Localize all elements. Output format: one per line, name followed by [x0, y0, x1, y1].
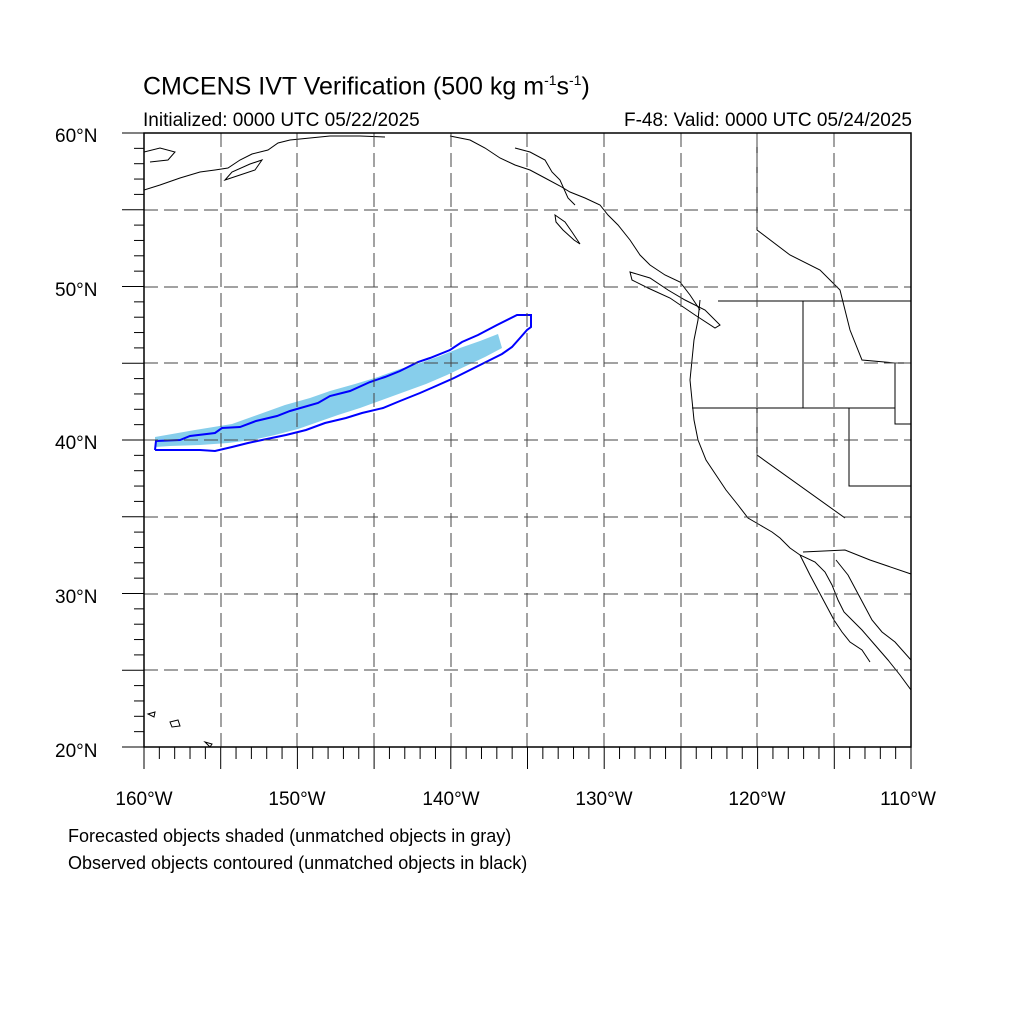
lat-labels: 20°N 30°N 40°N 50°N 60°N — [55, 126, 97, 762]
axis-ticks — [122, 132, 912, 769]
lon-label-150w: 150°W — [268, 789, 325, 810]
lon-labels: 160°W 150°W 140°W 130°W 120°W 110°W — [115, 789, 936, 810]
plot-title: CMCENS IVT Verification (500 kg m-1s-1) — [143, 72, 590, 101]
graticule — [144, 133, 911, 747]
valid-time: F-48: Valid: 0000 UTC 05/24/2025 — [624, 110, 912, 131]
lat-label-20: 20°N — [55, 741, 97, 762]
lon-label-120w: 120°W — [728, 789, 785, 810]
lon-label-140w: 140°W — [422, 789, 479, 810]
lat-label-30: 30°N — [55, 587, 97, 608]
observed-object — [154, 314, 532, 453]
lat-label-60: 60°N — [55, 126, 97, 147]
lon-label-110w: 110°W — [880, 789, 936, 810]
legend-forecast-note: Forecasted objects shaded (unmatched obj… — [68, 826, 512, 846]
coastlines — [144, 135, 911, 747]
legend-observed-note: Observed objects contoured (unmatched ob… — [68, 853, 528, 873]
lon-label-160w: 160°W — [115, 789, 172, 810]
init-time: Initialized: 0000 UTC 05/22/2025 — [143, 110, 420, 131]
lat-label-50: 50°N — [55, 280, 97, 301]
state-borders — [692, 133, 912, 575]
lon-label-130w: 130°W — [575, 789, 632, 810]
lat-label-40: 40°N — [55, 433, 97, 454]
